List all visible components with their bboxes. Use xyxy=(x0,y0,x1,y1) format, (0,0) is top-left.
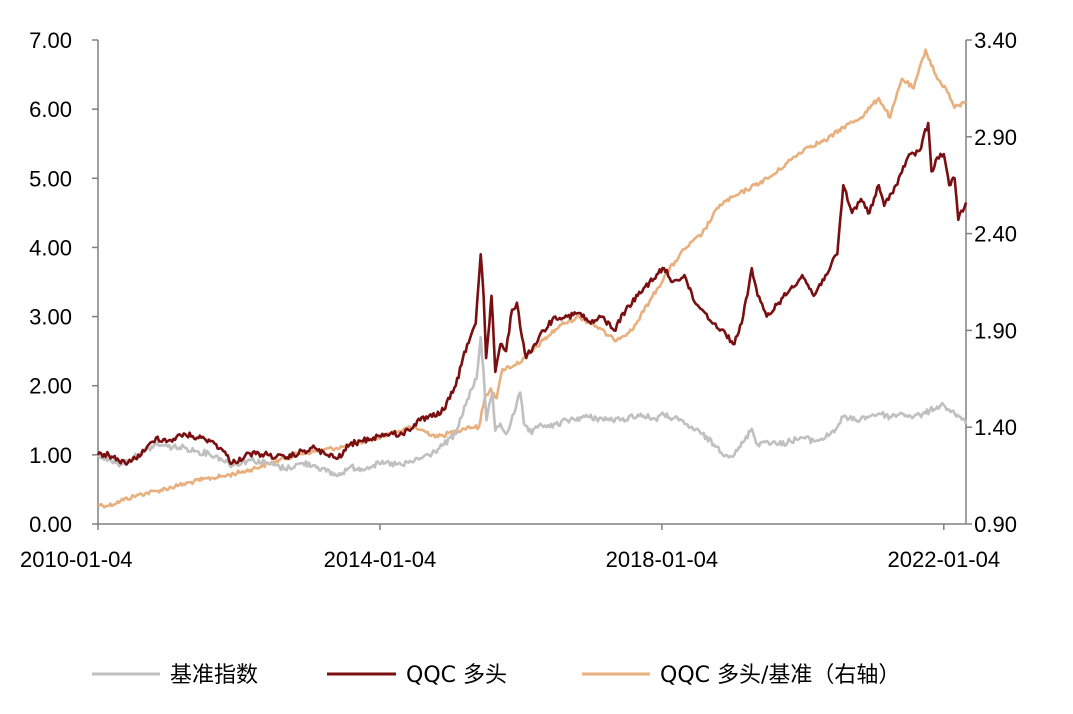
series-line-1 xyxy=(96,121,968,466)
plot-area xyxy=(96,48,968,509)
axes: 0.00 1.00 2.00 3.00 4.00 5.00 6.00 7.00 0.90 1.40… xyxy=(20,28,1017,572)
y-left-tick-label: 4.00 xyxy=(29,235,72,260)
y-left-tick-label: 7.00 xyxy=(29,28,72,53)
x-tick-label: 2022-01-04 xyxy=(888,547,1001,572)
y-left-tick-label: 5.00 xyxy=(29,166,72,191)
series-line-0 xyxy=(96,336,968,478)
y-right-tick-label: 1.40 xyxy=(974,415,1017,440)
y-right-tick-label: 3.40 xyxy=(974,28,1017,53)
y-left-tick-label: 6.00 xyxy=(29,97,72,122)
legend-label-1: QQC 多头 xyxy=(406,663,507,688)
y-right-tick-label: 2.40 xyxy=(974,222,1017,247)
y-left-tick-label: 3.00 xyxy=(29,305,72,330)
y-right-tick-label: 2.90 xyxy=(974,125,1017,150)
y-right-tick-label: 1.90 xyxy=(974,318,1017,343)
legend-label-0: 基准指数 xyxy=(170,663,258,688)
y-left-tick-label: 1.00 xyxy=(29,443,72,468)
legend-label-2: QQC 多头/基准（右轴） xyxy=(660,663,900,688)
x-tick-label: 2018-01-04 xyxy=(606,547,719,572)
y-right-tick-label: 0.90 xyxy=(974,512,1017,537)
y-left-tick-label: 0.00 xyxy=(29,512,72,537)
x-tick-label: 2010-01-04 xyxy=(20,547,133,572)
y-left-tick-label: 2.00 xyxy=(29,374,72,399)
legend: 基准指数 QQC 多头 QQC 多头/基准（右轴） xyxy=(92,663,900,688)
series-line-2 xyxy=(97,48,967,509)
x-tick-label: 2014-01-04 xyxy=(324,547,437,572)
